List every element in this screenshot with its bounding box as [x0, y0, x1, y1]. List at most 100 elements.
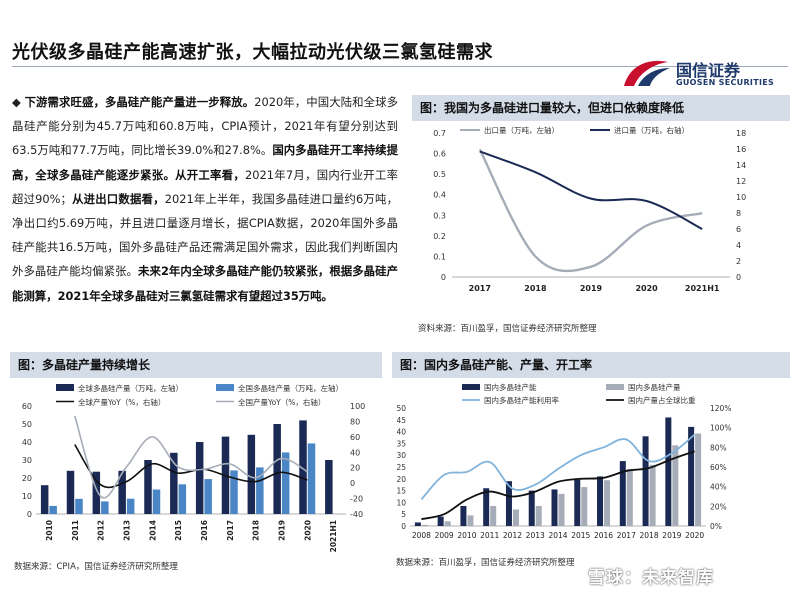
- x-tick-label: 2021H1: [329, 520, 338, 552]
- body-p4-bold: 未来2年内全球多晶硅产能仍较紧张，根据多晶硅产能测算，2021年全球多晶硅对三氯…: [12, 264, 398, 303]
- x-tick-label: 2017: [469, 284, 491, 293]
- bar-capacity: [483, 488, 490, 526]
- line-china-yoy: [73, 415, 308, 499]
- y-right-tick-label: 40%: [710, 483, 727, 492]
- y-right-tick-label: 0: [736, 273, 741, 282]
- guosen-logo-icon: [624, 60, 670, 86]
- bar-global: [170, 452, 178, 514]
- body-p1-text: 2020年，中国大陆和全球多晶硅产能分别为45.7万吨和60.8万吨，CPIA预…: [12, 95, 398, 158]
- y-left-tick-label: 40: [22, 438, 32, 447]
- bar-production: [535, 505, 542, 526]
- bar-capacity: [665, 417, 672, 526]
- x-tick-label: 2011: [480, 531, 499, 540]
- bar-global: [66, 470, 75, 514]
- y-left-tick-label: 0: [27, 510, 32, 519]
- bar-global: [118, 470, 126, 514]
- bar-production: [467, 515, 474, 526]
- domestic-capacity-chart: 0 5 10 15 20 25 30 35 40 45 50 0% 20% 40% 60% 80% 100% 12…: [396, 382, 731, 540]
- y-left-tick-label: 0.2: [433, 232, 446, 241]
- body-p3-text: 2021年上半年，我国多晶硅进口量约6万吨，净出口约5.69万吨，并且进口量逐月…: [12, 191, 398, 279]
- body-paragraph: ◆ 下游需求旺盛，多晶硅产能产量进一步释放。2020年，中国大陆和全球多晶硅产能…: [12, 90, 398, 308]
- y-right-tick-label: 120%: [710, 404, 731, 413]
- logo-name-en: GUOSEN SECURITIES: [676, 78, 775, 87]
- x-tick-label: 2008: [412, 531, 431, 540]
- fig1-source: 资料来源：百川盈孚，国信证券经济研究所整理: [418, 324, 597, 334]
- bar-capacity: [437, 516, 444, 526]
- y-left-tick-label: 0: [441, 273, 446, 282]
- legend-label-import: 进口量（万吨，右轴）: [614, 125, 689, 135]
- legend-swatch: [216, 384, 234, 391]
- bar-capacity: [597, 476, 604, 526]
- y-right-tick-label: 0: [350, 479, 355, 488]
- bar-capacity: [528, 490, 535, 526]
- line-utilization: [420, 433, 696, 501]
- fig3-title: 图：国内多晶硅产能、产量、开工率: [392, 352, 790, 378]
- import-export-chart: 0 0.1 0.2 0.3 0.4 0.5 0.6 0.7 0 2 4 6 8 10 12 14 16 18 201…: [433, 125, 746, 293]
- bar-production: [581, 487, 588, 526]
- y-right-tick-label: 100%: [710, 424, 731, 433]
- bar-production: [672, 445, 679, 526]
- bar-capacity: [460, 505, 467, 526]
- y-left-tick-label: 0.4: [433, 191, 446, 200]
- y-right-tick-label: 80%: [710, 443, 727, 452]
- y-right-tick-label: 100: [350, 402, 365, 411]
- y-right-tick-label: 10: [736, 193, 746, 202]
- x-tick-label: 2016: [594, 531, 613, 540]
- y-left-tick-label: 50: [396, 404, 406, 413]
- bar-global: [247, 434, 256, 514]
- fig2-title: 图：多晶硅产量持续增长: [10, 352, 382, 378]
- y-left-tick-label: 50: [22, 420, 32, 429]
- y-right-tick-label: 4: [736, 241, 741, 250]
- y-left-tick-label: 0.6: [433, 150, 446, 159]
- bar-global: [299, 420, 307, 514]
- y-left-tick-label: 40: [396, 428, 406, 437]
- x-tick-label: 2020: [685, 531, 704, 540]
- legend-label-utilization: 国内多晶硅产能利用率: [484, 395, 559, 405]
- legend-label-export: 出口量（万吨，左轴）: [484, 125, 559, 135]
- bar-production: [421, 524, 428, 526]
- x-tick-label: 2019: [277, 520, 286, 541]
- x-tick-label: 2020: [635, 284, 658, 293]
- logo-name-cn: 国信证券: [676, 61, 741, 80]
- x-tick-label: 2018: [640, 531, 659, 540]
- body-p2-text: 2021年7月，国内行业开工率超过90%；: [12, 167, 398, 206]
- y-left-tick-label: 0.3: [433, 211, 446, 220]
- x-tick-label: 2010: [45, 520, 54, 541]
- y-left-tick-label: 5: [401, 510, 406, 519]
- fig3-source: 数据来源：百川盈孚，国信证券经济研究所整理: [396, 558, 575, 568]
- bar-capacity: [414, 522, 421, 526]
- x-tick-label: 2015: [174, 520, 183, 541]
- x-tick-label: 2013: [122, 520, 131, 541]
- legend-swatch: [56, 384, 74, 391]
- bar-production: [490, 505, 497, 526]
- bar-capacity: [551, 489, 558, 526]
- y-right-tick-label: 60%: [710, 463, 727, 472]
- y-left-tick-label: 10: [396, 498, 406, 507]
- y-left-tick-label: 30: [22, 456, 32, 465]
- y-right-tick-label: 20%: [710, 502, 727, 511]
- series-line-export: [478, 148, 703, 273]
- y-left-tick-label: 0.7: [433, 129, 446, 138]
- legend-label-production: 国内多晶硅产量: [628, 382, 681, 392]
- x-tick-label: 2018: [524, 284, 547, 293]
- body-p1-bold: 下游需求旺盛，多晶硅产能产量进一步释放。: [24, 95, 255, 109]
- y-right-tick-label: 0%: [710, 522, 722, 531]
- bar-production: [626, 468, 633, 526]
- legend-swatch-production: [606, 384, 624, 390]
- bar-production: [695, 433, 702, 526]
- y-left-tick-label: 0: [401, 522, 406, 531]
- y-left-tick-label: 0.5: [433, 170, 446, 179]
- legend-label-global-share: 国内产量占全球比重: [628, 395, 696, 405]
- x-tick-label: 2019: [580, 284, 603, 293]
- bar-global: [195, 442, 204, 514]
- bar-china: [256, 467, 264, 514]
- bar-china: [49, 505, 57, 514]
- bar-china: [204, 479, 212, 514]
- bar-capacity: [574, 479, 581, 526]
- line-global-share: [421, 450, 695, 521]
- y-left-tick-label: 20: [22, 474, 32, 483]
- x-tick-label: 2019: [662, 531, 681, 540]
- x-tick-label: 2010: [457, 531, 476, 540]
- bar-capacity: [505, 481, 512, 526]
- y-right-tick-label: 6: [736, 225, 741, 234]
